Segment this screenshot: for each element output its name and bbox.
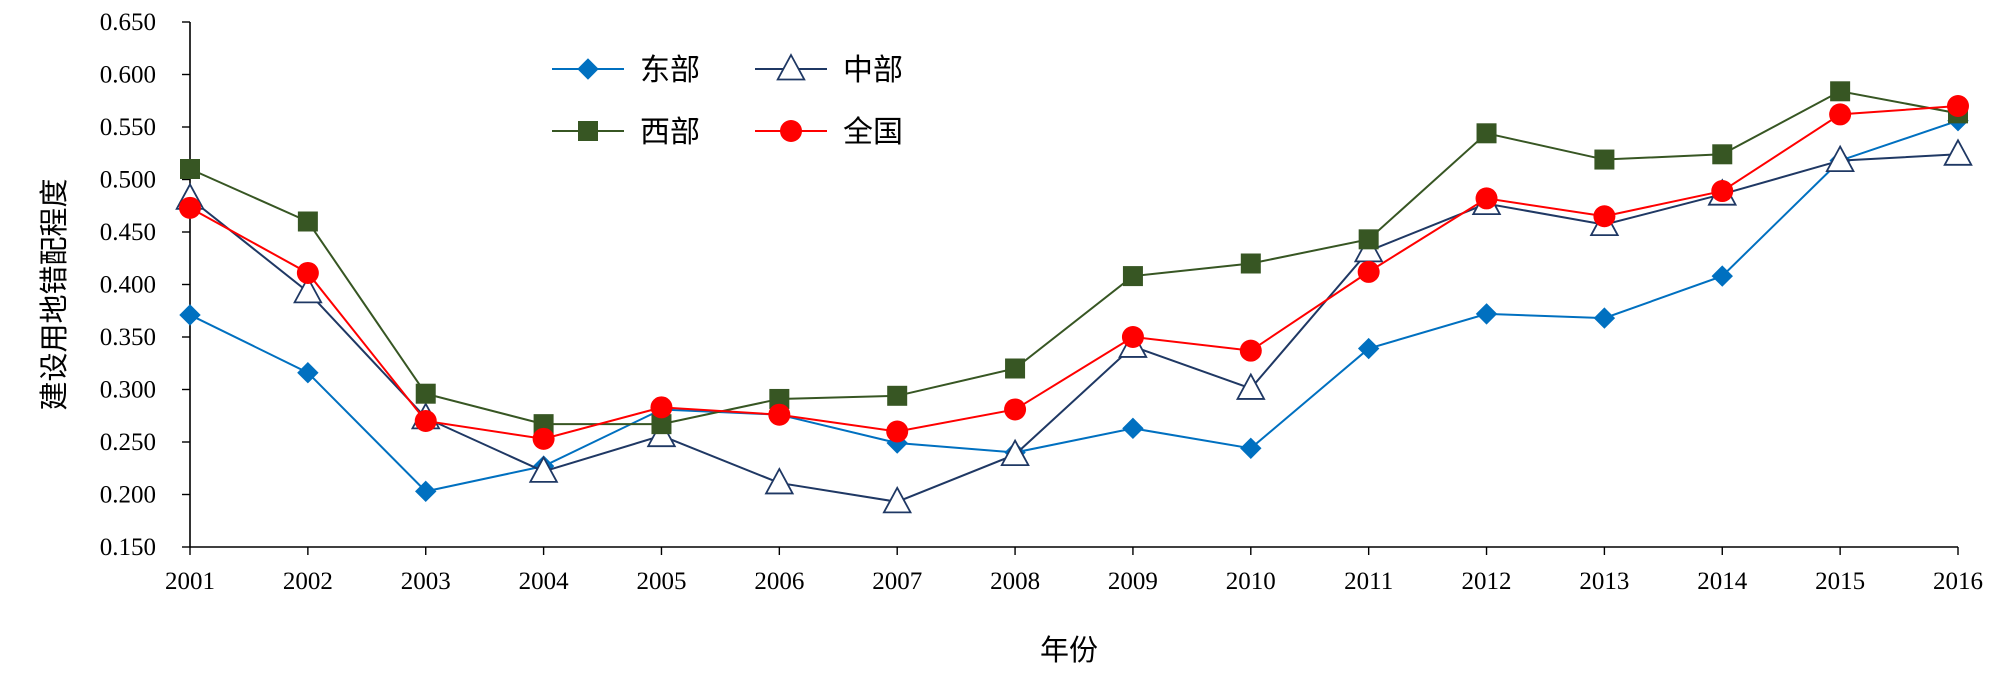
- x-tick-label: 2015: [1815, 568, 1865, 595]
- data-point: [1829, 103, 1852, 126]
- x-tick-label: 2002: [283, 568, 333, 595]
- y-axis-title: 建设用地错配程度: [37, 178, 71, 410]
- legend-item: 西部: [552, 115, 700, 150]
- series-line: [189, 153, 1959, 503]
- x-tick-label: 2010: [1226, 568, 1276, 595]
- y-tick-label: 0.350: [100, 324, 156, 351]
- data-point: [1122, 266, 1143, 287]
- x-tick-label: 2007: [872, 568, 922, 595]
- y-tick-label: 0.250: [100, 429, 156, 456]
- y-tick-label: 0.200: [100, 482, 156, 509]
- legend-item: 全国: [755, 115, 903, 150]
- series-line: [189, 105, 1959, 440]
- data-point: [1594, 149, 1615, 170]
- data-point: [1476, 123, 1497, 144]
- data-point: [1593, 307, 1616, 329]
- data-point: [179, 196, 201, 219]
- data-point: [1711, 265, 1733, 287]
- x-tick-label: 2014: [1697, 568, 1748, 595]
- data-point: [886, 420, 909, 443]
- y-tick-label: 0.650: [100, 9, 156, 36]
- x-tick-label: 2004: [519, 568, 570, 595]
- y-tick-label: 0.550: [100, 114, 156, 141]
- data-point: [415, 480, 437, 503]
- series-1: [179, 109, 1969, 503]
- y-tick-label: 0.400: [100, 272, 156, 299]
- data-point: [769, 388, 790, 409]
- x-tick-label: 2006: [754, 568, 804, 595]
- data-point: [1712, 144, 1733, 165]
- data-point: [1121, 326, 1144, 348]
- data-point: [1240, 437, 1262, 460]
- data-point: [297, 211, 318, 232]
- data-point: [1475, 303, 1498, 325]
- data-point: [1122, 417, 1144, 440]
- series-3: [180, 81, 1968, 435]
- legend-label: 中部: [843, 53, 903, 88]
- x-tick-label: 2013: [1579, 568, 1629, 595]
- data-point: [1000, 438, 1030, 467]
- legend-label: 东部: [640, 53, 700, 88]
- data-point: [1943, 138, 1973, 166]
- data-point: [1239, 339, 1262, 362]
- data-point: [882, 485, 913, 514]
- y-tick-label: 0.500: [100, 167, 156, 194]
- legend-label: 西部: [640, 115, 700, 150]
- x-tick-label: 2012: [1462, 568, 1512, 595]
- data-point: [1240, 253, 1261, 274]
- data-point: [650, 396, 673, 419]
- legend-item: 东部: [552, 53, 700, 88]
- data-point: [297, 361, 319, 384]
- legend-marker: [578, 121, 598, 141]
- data-point: [1235, 372, 1266, 400]
- data-point: [1005, 358, 1026, 379]
- x-tick-label: 2009: [1108, 568, 1158, 595]
- data-point: [1004, 398, 1027, 421]
- x-tick-label: 2016: [1933, 568, 1983, 595]
- y-tick-label: 0.600: [100, 62, 156, 89]
- series-4: [179, 95, 1969, 450]
- legend-marker: [780, 120, 802, 142]
- data-point: [528, 455, 559, 483]
- data-point: [532, 427, 555, 450]
- x-tick-label: 2005: [636, 568, 686, 595]
- data-point: [296, 261, 319, 284]
- data-point: [1357, 260, 1380, 283]
- x-tick-label: 2011: [1344, 568, 1393, 595]
- x-axis-title: 年份: [1040, 633, 1098, 667]
- x-tick-label: 2008: [990, 568, 1040, 595]
- data-point: [180, 159, 200, 179]
- data-point: [1947, 95, 1969, 117]
- legend-marker: [776, 53, 806, 81]
- legend-marker: [577, 58, 599, 80]
- data-point: [1357, 337, 1380, 360]
- y-tick-label: 0.450: [100, 219, 156, 246]
- data-point: [1830, 81, 1851, 102]
- data-point: [1475, 187, 1498, 210]
- legend-label: 全国: [843, 115, 903, 150]
- data-point: [1593, 205, 1616, 228]
- data-point: [414, 410, 437, 432]
- data-point: [887, 385, 908, 406]
- series-line: [189, 119, 1959, 493]
- legend-item: 中部: [755, 53, 903, 88]
- x-tick-label: 2001: [165, 568, 215, 595]
- data-point: [1358, 229, 1379, 250]
- data-point: [179, 304, 201, 326]
- y-tick-label: 0.300: [100, 377, 156, 404]
- series-line: [189, 90, 1959, 426]
- data-point: [768, 403, 791, 426]
- data-point: [651, 414, 672, 435]
- data-point: [1825, 144, 1855, 173]
- y-tick-label: 0.150: [100, 534, 156, 561]
- data-point: [415, 383, 436, 404]
- data-point: [293, 275, 323, 304]
- data-point: [764, 467, 795, 495]
- x-tick-label: 2003: [401, 568, 451, 595]
- data-point: [1711, 180, 1734, 203]
